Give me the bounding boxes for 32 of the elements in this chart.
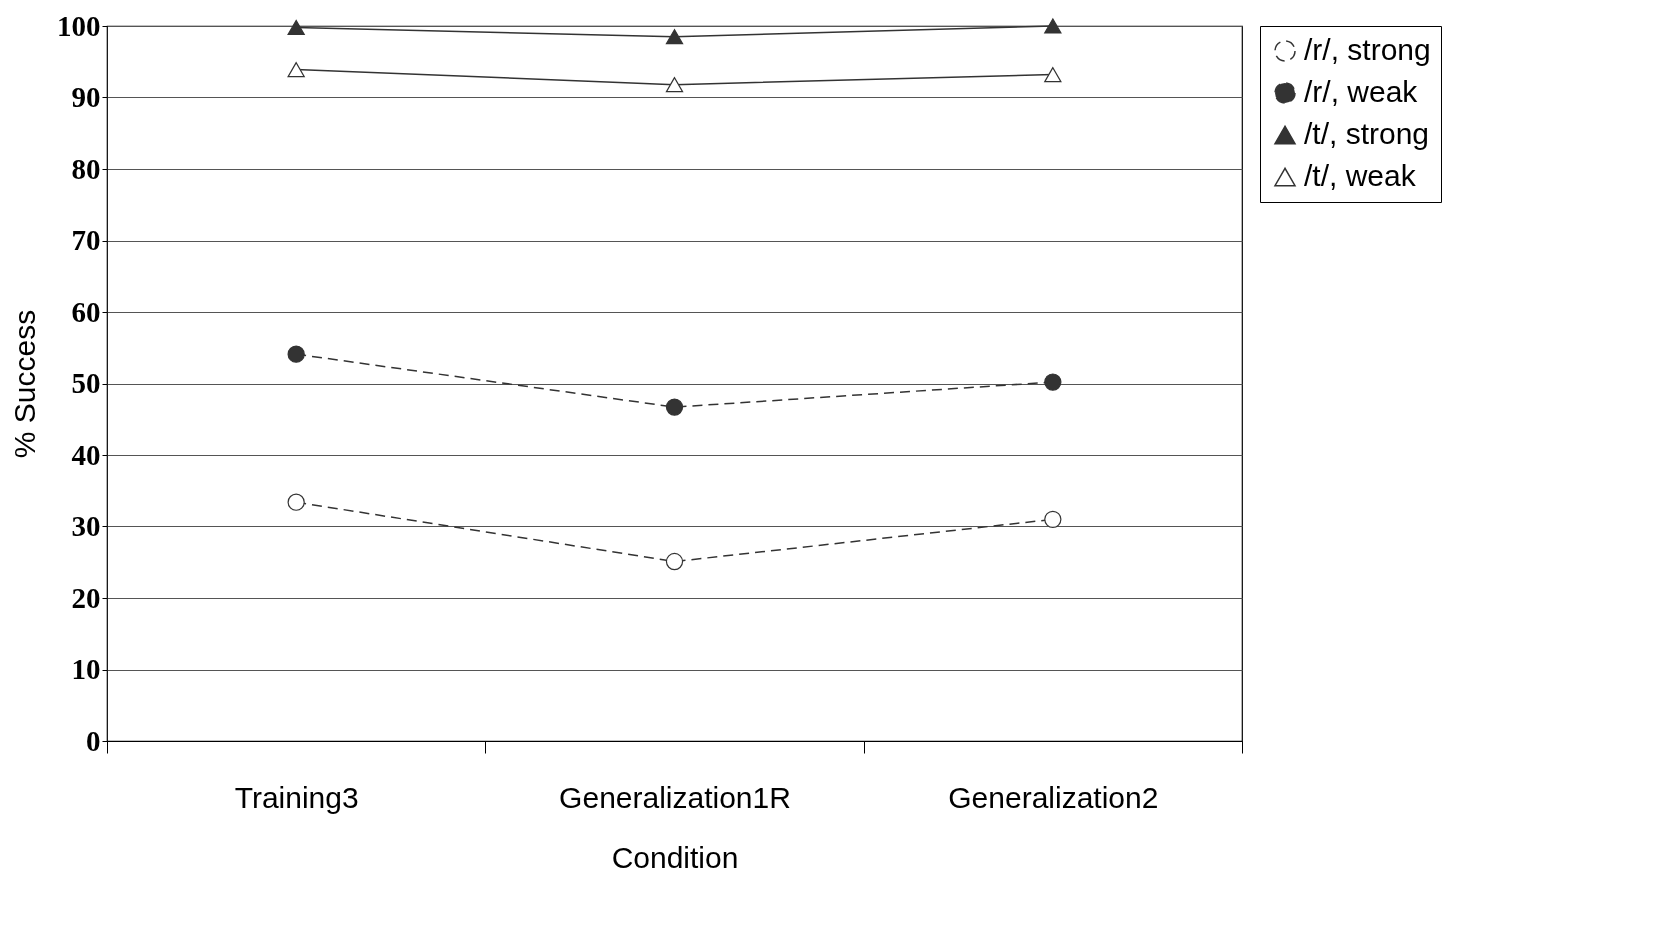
point	[287, 19, 305, 36]
point	[287, 62, 305, 78]
legend-label: /t/, weak	[1304, 159, 1417, 192]
point	[665, 552, 684, 571]
x-tick-label: Generalization1R	[559, 780, 791, 814]
point	[665, 398, 684, 416]
y-tick-label: 30	[71, 510, 101, 542]
point	[287, 345, 305, 363]
point	[665, 77, 684, 93]
y-tick-label: 40	[71, 438, 101, 471]
point	[1044, 18, 1062, 34]
point	[1044, 67, 1062, 83]
legend-label: /r/, weak	[1304, 75, 1419, 108]
y-tick-label: 90	[71, 81, 101, 113]
point	[287, 493, 305, 511]
y-tick-label: 100	[57, 9, 101, 42]
point	[665, 29, 684, 45]
y-tick-label: 60	[71, 295, 101, 328]
point	[1044, 510, 1062, 528]
legend-label: /r/, strong	[1304, 33, 1431, 66]
y-tick-label: 20	[71, 581, 101, 614]
y-tick-label: 0	[86, 724, 101, 757]
x-tick-label: Generalization2	[948, 780, 1159, 814]
x-axis-title: Condition	[611, 840, 739, 874]
y-tick-label: 10	[71, 653, 101, 685]
y-tick-label: 70	[71, 224, 101, 256]
y-tick-label: 50	[71, 367, 101, 399]
x-tick-label: Training3	[234, 780, 359, 814]
y-tick-label: 80	[71, 152, 101, 185]
y-axis-title: % Success	[8, 309, 41, 459]
legend-label: /t/, strong	[1304, 117, 1430, 150]
point	[1044, 373, 1062, 391]
